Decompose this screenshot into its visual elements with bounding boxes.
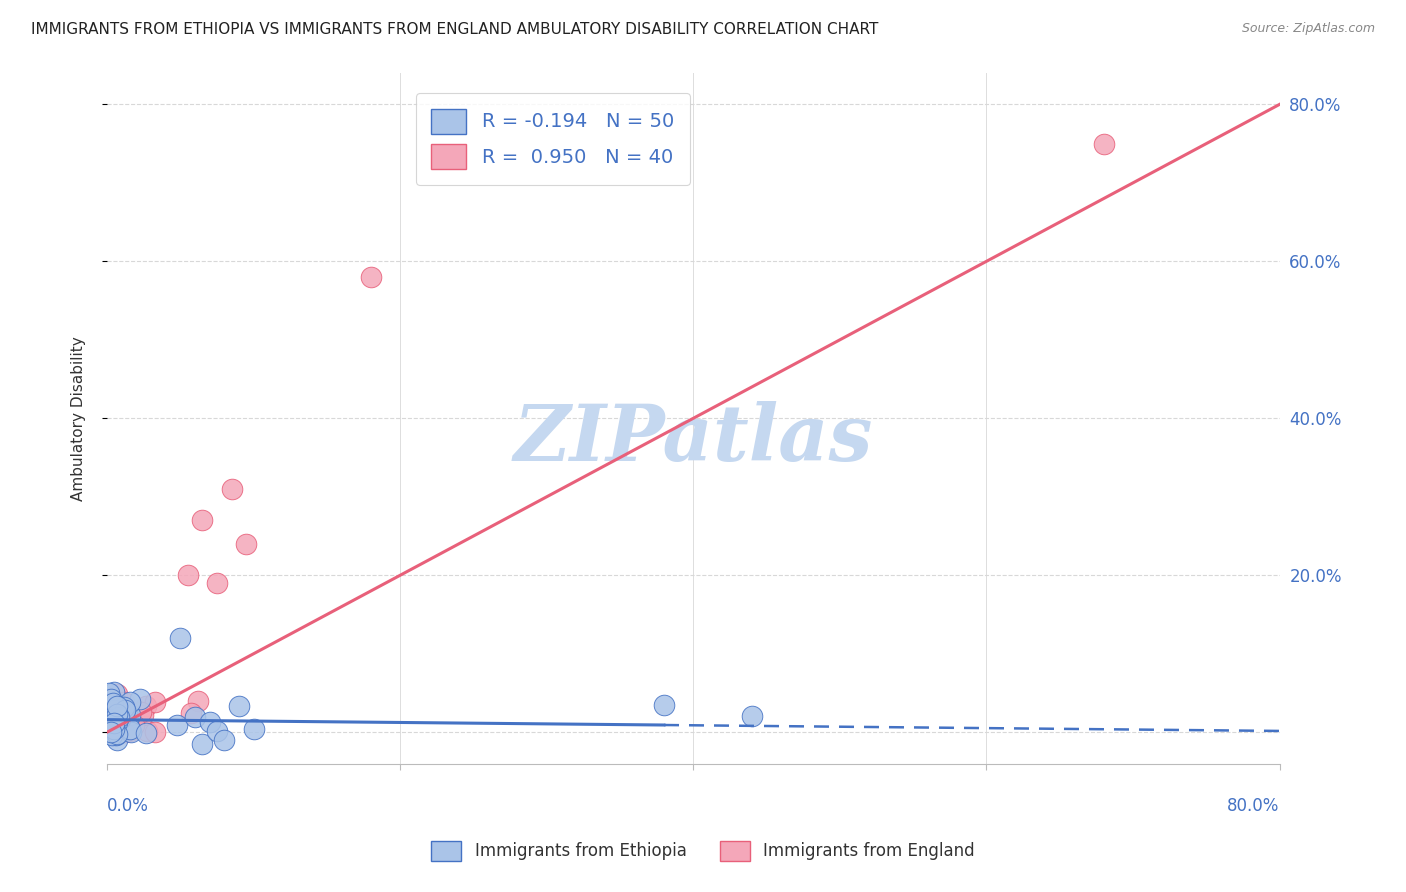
Point bbox=[122, 718, 145, 732]
Point bbox=[111, 707, 134, 722]
Point bbox=[104, 713, 127, 727]
Point bbox=[111, 704, 134, 718]
Point bbox=[101, 725, 124, 739]
Point bbox=[114, 702, 136, 716]
Point bbox=[242, 722, 264, 736]
Point bbox=[100, 723, 122, 737]
Text: Source: ZipAtlas.com: Source: ZipAtlas.com bbox=[1241, 22, 1375, 36]
Point bbox=[104, 709, 127, 723]
Point bbox=[98, 725, 121, 739]
Point bbox=[97, 686, 120, 700]
Point bbox=[105, 727, 128, 741]
Point bbox=[112, 700, 135, 714]
Point bbox=[169, 631, 191, 645]
Text: 0.0%: 0.0% bbox=[107, 797, 149, 814]
Point bbox=[205, 576, 228, 591]
Point bbox=[198, 715, 221, 730]
Point bbox=[100, 722, 122, 736]
Point bbox=[97, 709, 120, 723]
Point bbox=[101, 705, 124, 719]
Point bbox=[117, 706, 139, 720]
Point bbox=[112, 695, 135, 709]
Point bbox=[191, 513, 214, 527]
Point bbox=[108, 710, 131, 724]
Point bbox=[110, 709, 132, 723]
Point bbox=[105, 725, 128, 739]
Point bbox=[103, 703, 125, 717]
Point bbox=[120, 725, 142, 739]
Point bbox=[105, 715, 128, 730]
Point bbox=[180, 706, 202, 720]
Point bbox=[129, 692, 152, 706]
Point bbox=[111, 719, 134, 733]
Point bbox=[100, 725, 122, 739]
Point bbox=[105, 733, 128, 747]
Point bbox=[118, 712, 141, 726]
Point bbox=[118, 723, 141, 737]
Point bbox=[228, 699, 250, 714]
Point bbox=[118, 724, 141, 739]
Point bbox=[135, 698, 157, 713]
Point bbox=[112, 719, 135, 733]
Point bbox=[187, 694, 209, 708]
Point bbox=[112, 712, 135, 726]
Y-axis label: Ambulatory Disability: Ambulatory Disability bbox=[72, 336, 86, 500]
Point bbox=[104, 709, 127, 723]
Point bbox=[107, 708, 129, 723]
Point bbox=[135, 726, 157, 740]
Point bbox=[166, 718, 188, 732]
Point bbox=[143, 725, 166, 739]
Point bbox=[1092, 136, 1115, 151]
Point bbox=[105, 699, 128, 714]
Point bbox=[105, 707, 128, 722]
Point bbox=[103, 716, 125, 731]
Point bbox=[105, 688, 128, 702]
Point bbox=[129, 705, 152, 719]
Point bbox=[110, 700, 132, 714]
Point bbox=[103, 696, 125, 710]
Point bbox=[103, 716, 125, 731]
Point bbox=[118, 708, 141, 723]
Point bbox=[235, 537, 257, 551]
Point bbox=[105, 701, 128, 715]
Point bbox=[214, 732, 236, 747]
Point bbox=[104, 725, 127, 739]
Text: ZIPatlas: ZIPatlas bbox=[513, 401, 873, 477]
Point bbox=[191, 737, 214, 751]
Point bbox=[117, 713, 139, 727]
Point bbox=[98, 725, 121, 739]
Point bbox=[100, 692, 122, 706]
Point bbox=[105, 708, 128, 723]
Point bbox=[103, 723, 125, 737]
Text: IMMIGRANTS FROM ETHIOPIA VS IMMIGRANTS FROM ENGLAND AMBULATORY DISABILITY CORREL: IMMIGRANTS FROM ETHIOPIA VS IMMIGRANTS F… bbox=[31, 22, 879, 37]
Point bbox=[114, 703, 136, 717]
Point bbox=[221, 482, 243, 496]
Point bbox=[135, 724, 157, 739]
Point bbox=[110, 713, 132, 727]
Legend: R = -0.194   N = 50, R =  0.950   N = 40: R = -0.194 N = 50, R = 0.950 N = 40 bbox=[416, 93, 689, 185]
Point bbox=[145, 695, 167, 709]
Legend: Immigrants from Ethiopia, Immigrants from England: Immigrants from Ethiopia, Immigrants fro… bbox=[425, 834, 981, 868]
Point bbox=[101, 717, 124, 731]
Point bbox=[104, 725, 127, 739]
Point bbox=[360, 270, 382, 285]
Point bbox=[103, 716, 125, 731]
Point bbox=[741, 709, 763, 723]
Point bbox=[105, 728, 128, 742]
Point bbox=[205, 723, 228, 738]
Point bbox=[118, 695, 141, 709]
Point bbox=[103, 684, 125, 698]
Point bbox=[97, 712, 120, 726]
Point bbox=[100, 728, 122, 742]
Text: 80.0%: 80.0% bbox=[1227, 797, 1279, 814]
Point bbox=[100, 723, 122, 737]
Point bbox=[184, 709, 207, 723]
Point bbox=[118, 722, 141, 736]
Point bbox=[176, 568, 198, 582]
Point bbox=[114, 725, 136, 739]
Point bbox=[104, 725, 127, 739]
Point bbox=[652, 698, 675, 713]
Point bbox=[132, 707, 155, 722]
